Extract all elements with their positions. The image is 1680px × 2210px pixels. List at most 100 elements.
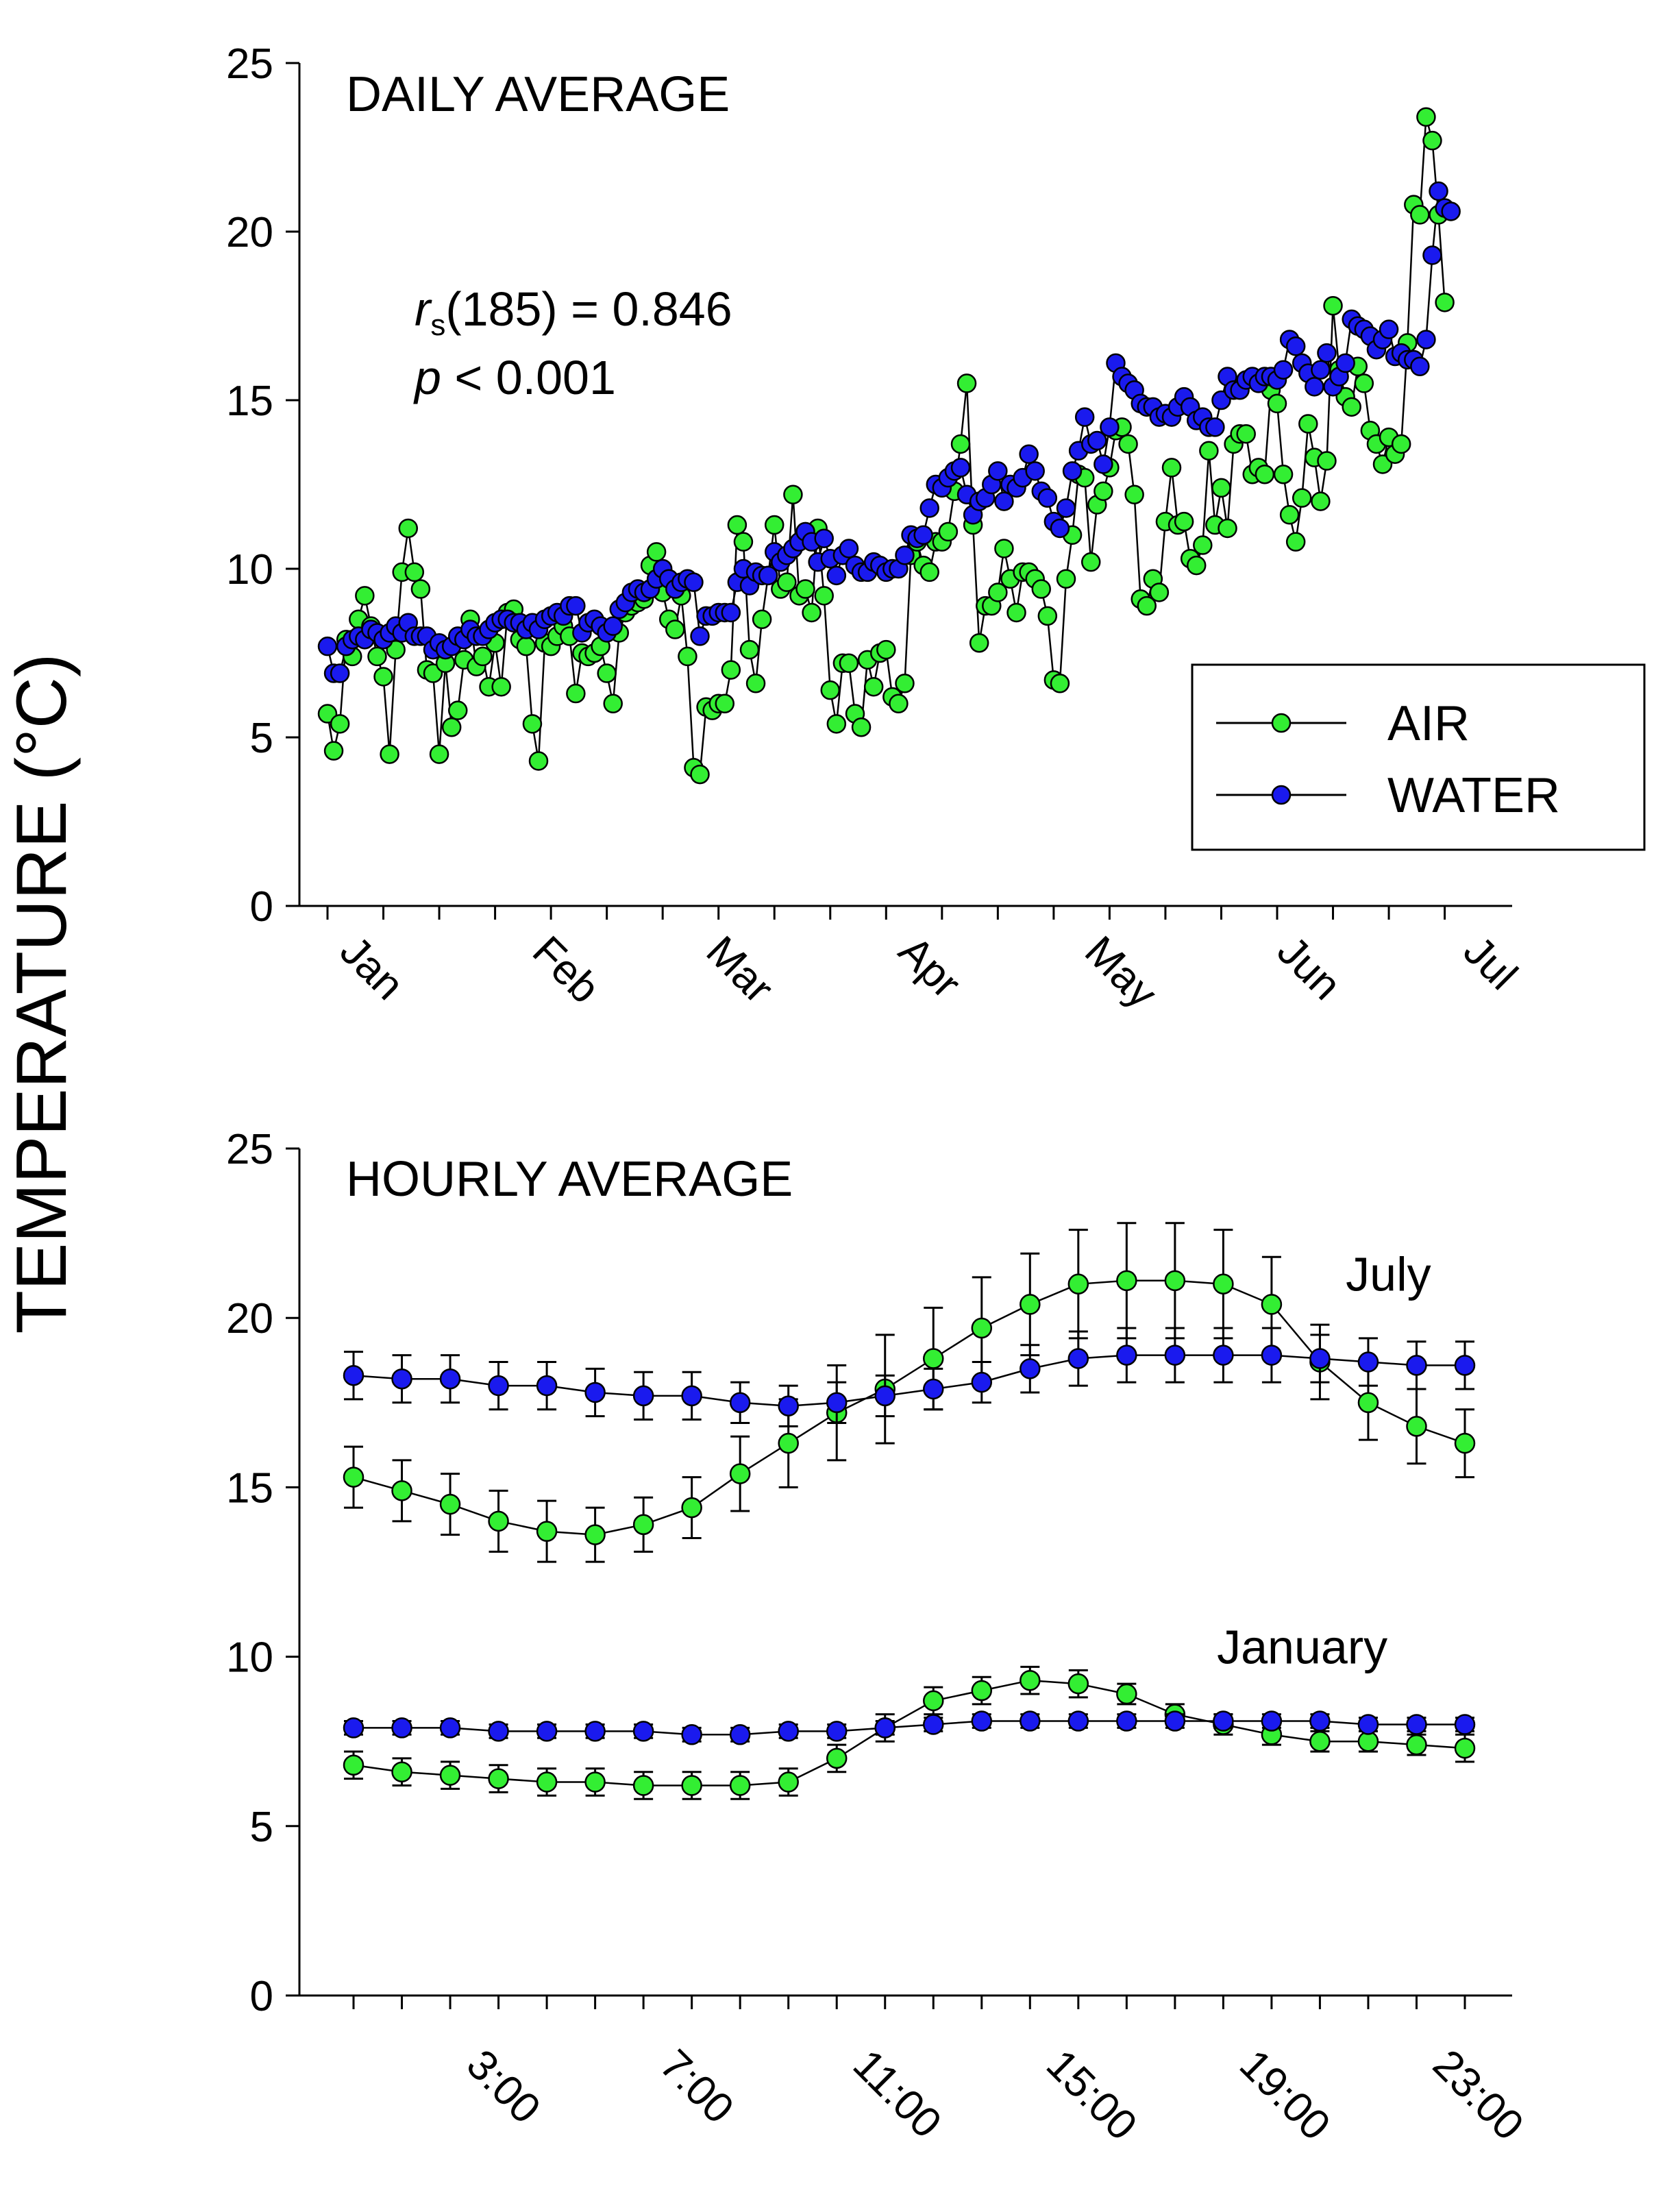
daily-month-label: Jul — [1455, 927, 1527, 999]
july-air-point — [923, 1348, 944, 1369]
july-water-point — [1406, 1355, 1427, 1376]
july-water-point — [681, 1385, 702, 1407]
january-air-line — [353, 1679, 1466, 1787]
hourly-y-tick-label: 25 — [226, 1126, 273, 1173]
daily-air-point — [373, 667, 393, 687]
july-water-point — [923, 1378, 944, 1400]
daily-month-label: Apr — [889, 927, 969, 1007]
legend-water-marker — [1271, 785, 1292, 805]
january-water-point — [923, 1714, 944, 1735]
stat-subscript: s — [430, 308, 445, 342]
daily-water-point — [1305, 377, 1324, 397]
daily-air-point — [1342, 397, 1361, 417]
daily-air-point — [839, 653, 859, 674]
july-water-point — [1213, 1345, 1234, 1366]
daily-water-point — [1441, 201, 1461, 221]
daily-air-point — [950, 434, 971, 454]
july-water-point — [439, 1368, 461, 1390]
july-water-point — [584, 1382, 606, 1403]
hourly-x-tick-label: 7:00 — [651, 2041, 743, 2133]
daily-air-point — [1094, 481, 1113, 502]
daily-air-point — [777, 572, 797, 592]
july-air-point — [632, 1514, 654, 1536]
january-air-point — [923, 1690, 944, 1712]
daily-month-label: Jan — [331, 927, 412, 1009]
july-water-point — [826, 1392, 848, 1414]
july-water-point — [1357, 1351, 1379, 1373]
daily-water-point — [1074, 407, 1095, 427]
january-water-point — [874, 1717, 895, 1739]
daily-water-point — [1317, 343, 1337, 363]
daily-water-point — [988, 461, 1008, 481]
daily-air-point — [727, 515, 748, 535]
hourly-y-tick-label: 10 — [226, 1634, 273, 1682]
daily-water-point — [1285, 336, 1306, 356]
daily-air-point — [1298, 414, 1318, 434]
january-air-point — [1020, 1669, 1041, 1691]
july-air-point — [1213, 1273, 1234, 1295]
daily-air-point — [528, 751, 549, 771]
daily-air-point — [1311, 491, 1331, 511]
daily-air-point — [802, 602, 822, 623]
daily-air-point — [1137, 596, 1157, 616]
july-air-point — [681, 1497, 702, 1519]
daily-air-point — [330, 714, 350, 734]
daily-air-point — [1124, 484, 1144, 505]
daily-air-point — [398, 518, 419, 539]
daily-air-point — [1186, 555, 1207, 576]
daily-air-point — [876, 639, 896, 660]
daily-water-point — [814, 528, 834, 548]
daily-air-point — [752, 609, 772, 630]
january-water-point — [1406, 1714, 1427, 1735]
p-value: < 0.001 — [441, 351, 616, 404]
daily-air-point — [1211, 478, 1231, 498]
january-water-point — [971, 1710, 993, 1732]
july-water-point — [729, 1392, 751, 1414]
daily-air-point — [1267, 393, 1287, 414]
january-air-point — [681, 1775, 702, 1796]
daily-air-point — [1174, 511, 1194, 532]
daily-water-point — [919, 498, 939, 518]
july-water-point — [971, 1371, 993, 1393]
hourly-x-tick-label: 23:00 — [1424, 2041, 1533, 2150]
january-water-point — [1261, 1710, 1283, 1732]
daily-air-point — [994, 539, 1014, 558]
daily-air-point — [355, 586, 375, 606]
july-air-point — [1357, 1392, 1379, 1414]
daily-air-point — [1279, 505, 1300, 525]
daily-water-point — [1416, 330, 1436, 349]
daily-air-point — [1317, 451, 1337, 471]
daily-water-point — [684, 572, 704, 592]
daily-air-point — [367, 646, 387, 667]
daily-y-tick-label: 10 — [226, 546, 273, 593]
january-water-point — [343, 1717, 365, 1739]
january-water-point — [1357, 1714, 1379, 1735]
july-water-point — [1116, 1345, 1137, 1366]
stat-symbol: r — [415, 282, 432, 336]
daily-air-point — [764, 515, 785, 535]
daily-average-panel: DAILY AVERAGE rs(185) = 0.846 p < 0.001 … — [226, 40, 1646, 1018]
july-air-point — [488, 1510, 509, 1532]
daily-air-point — [1193, 535, 1213, 555]
daily-water-point — [1100, 417, 1120, 437]
daily-water-point — [1379, 319, 1399, 339]
january-water-point — [632, 1721, 654, 1742]
daily-air-point — [1161, 458, 1182, 478]
daily-air-point — [678, 646, 697, 667]
daily-air-point — [646, 542, 667, 562]
daily-air-point — [317, 704, 338, 724]
daily-month-label: Mar — [697, 927, 782, 1012]
daily-water-point — [1311, 360, 1331, 380]
daily-air-point — [1037, 606, 1058, 626]
daily-y-tick-label: 15 — [226, 378, 273, 425]
daily-water-point — [1037, 488, 1058, 508]
daily-month-label: Feb — [523, 927, 608, 1012]
stat-value: (185) = 0.846 — [445, 282, 732, 336]
daily-air-point — [566, 683, 586, 704]
january-air-point — [584, 1771, 606, 1793]
july-water-point — [488, 1375, 509, 1397]
daily-water-point — [317, 636, 338, 656]
daily-air-point — [956, 373, 977, 393]
daily-air-point — [1273, 464, 1294, 484]
